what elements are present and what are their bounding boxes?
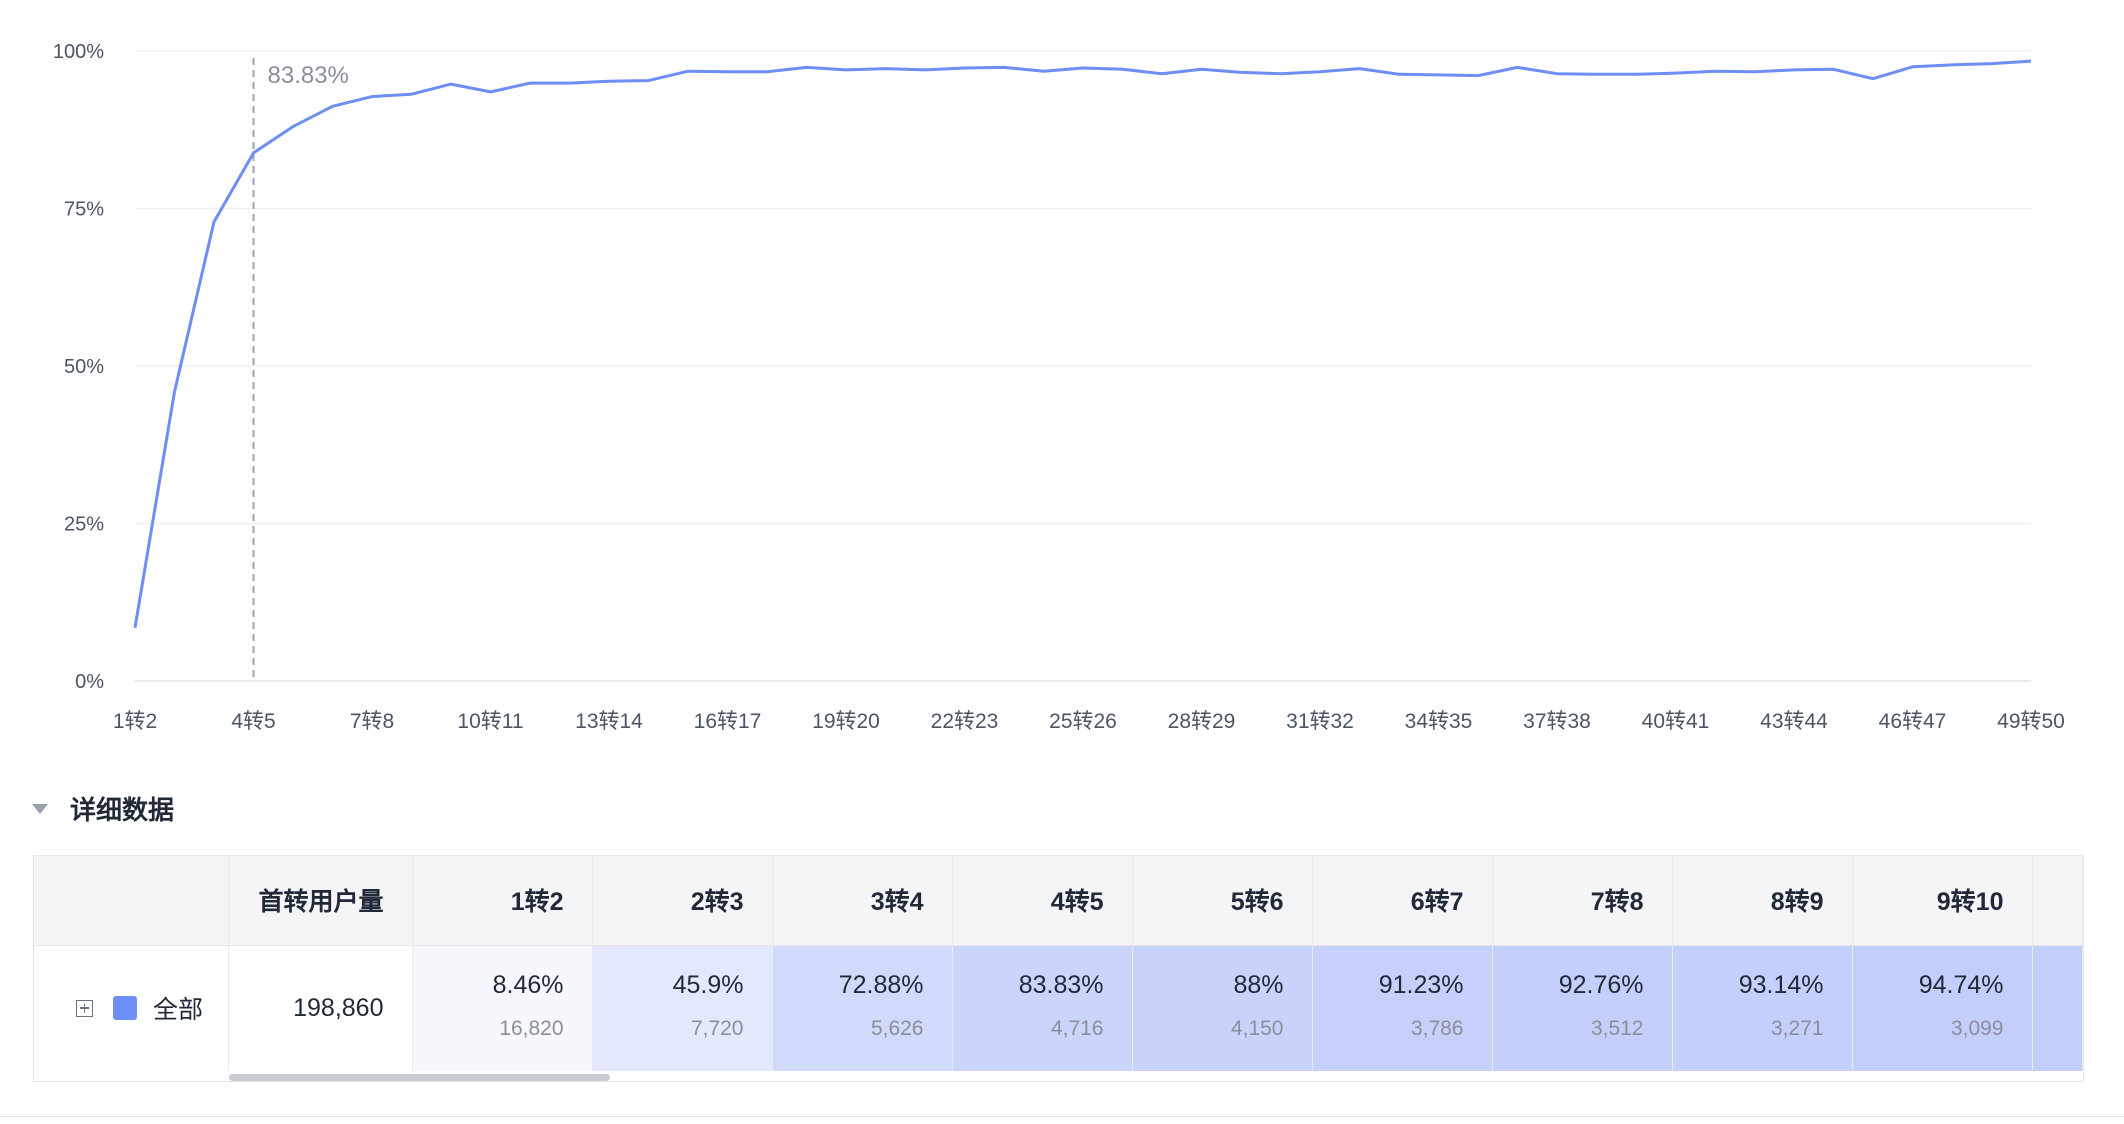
table-header-row: 首转用户量 1转2 2转3 3转4 4转5 5转6 6转7 7转8 8转9 9转… [34,856,2083,946]
header-first-users[interactable]: 首转用户量 [228,856,413,946]
rate-count: 16,820 [499,1017,564,1041]
header-overflow [2032,856,2083,946]
hover-value-label: 83.83% [268,62,349,89]
rate-cell[interactable]: 8.46% 16,820 [412,945,593,1071]
retention-line-chart: 0% 25% 50% 75% 100% 1转2 4转5 7转8 10转11 13转14 16转17… [53,41,2065,733]
header-col[interactable]: 4转5 [952,856,1133,946]
x-tick-label: 28转29 [1168,710,1236,733]
series-color-swatch [113,996,137,1021]
header-col[interactable]: 2转3 [592,856,773,946]
table-row: 全部 198,860 8.46% 16,820 45.9% 7,720 72.88%… [34,945,2083,1071]
expand-plus-icon[interactable] [76,999,93,1017]
x-tick-label: 4转5 [231,710,275,733]
header-col[interactable]: 8转9 [1672,856,1853,946]
rate-count: 3,512 [1590,1017,1644,1041]
rate-cell[interactable]: 94.74% 3,099 [1852,945,2033,1071]
header-col[interactable]: 1转2 [412,856,593,946]
x-tick-label: 46转47 [1879,710,1947,733]
x-tick-label: 49转50 [1997,710,2065,733]
x-tick-label: 19转20 [812,710,880,733]
y-tick-label: 0% [75,671,104,693]
rate-percent: 92.76% [1558,971,1644,1000]
rate-count: 3,271 [1770,1017,1824,1041]
x-tick-label: 31转32 [1286,710,1354,733]
horizontal-scrollbar-thumb[interactable] [229,1074,610,1081]
rate-cell[interactable]: 91.23% 3,786 [1312,945,1493,1071]
header-col[interactable]: 9转10 [1852,856,2033,946]
header-col[interactable]: 7转8 [1492,856,1673,946]
header-col[interactable]: 5转6 [1132,856,1313,946]
y-tick-label: 50% [64,356,104,378]
x-tick-label: 43转44 [1760,710,1828,733]
row-label: 全部 [153,996,204,1025]
detail-table-container[interactable]: 首转用户量 1转2 2转3 3转4 4转5 5转6 6转7 7转8 8转9 9转… [33,855,2084,1082]
rate-percent: 88% [1233,971,1284,1000]
rate-percent: 8.46% [492,971,564,1000]
divider [0,1116,2124,1117]
caret-down-icon [32,804,48,814]
header-col[interactable]: 3转4 [772,856,953,946]
rate-percent: 91.23% [1378,971,1464,1000]
rate-cell[interactable]: 45.9% 7,720 [592,945,773,1071]
rate-count: 7,720 [690,1017,744,1041]
rate-count: 4,716 [1050,1017,1104,1041]
x-tick-label: 16转17 [694,710,762,733]
rate-cell[interactable]: 83.83% 4,716 [952,945,1133,1071]
x-tick-label: 7转8 [350,710,394,733]
y-tick-label: 75% [64,199,104,221]
rate-cell[interactable]: 72.88% 5,626 [772,945,953,1071]
row-dimension-cell: 全部 [34,945,229,1071]
rate-percent: 72.88% [838,971,924,1000]
y-tick-label: 100% [53,41,104,63]
x-axis-ticks: 1转2 4转5 7转8 10转11 13转14 16转17 19转20 22转23 25转26 2… [113,710,2065,733]
x-tick-label: 25转26 [1049,710,1117,733]
detail-table: 首转用户量 1转2 2转3 3转4 4转5 5转6 6转7 7转8 8转9 9转… [34,856,2083,1071]
rate-percent: 45.9% [672,971,744,1000]
x-tick-label: 40转41 [1642,710,1710,733]
rate-percent: 83.83% [1018,971,1104,1000]
rate-count: 5,626 [870,1017,924,1041]
rate-cell[interactable]: 93.14% 3,271 [1672,945,1853,1071]
rate-cell-overflow [2032,945,2083,1071]
first-users-cell: 198,860 [228,945,413,1071]
rate-percent: 94.74% [1918,971,2004,1000]
rate-count: 4,150 [1230,1017,1284,1041]
detail-section-toggle[interactable]: 详细数据 [32,788,174,828]
chart-grid [135,50,2031,682]
y-tick-label: 25% [64,514,104,536]
rate-cell[interactable]: 92.76% 3,512 [1492,945,1673,1071]
rate-count: 3,099 [1950,1017,2004,1041]
section-title: 详细数据 [70,794,175,825]
x-tick-label: 1转2 [113,710,157,733]
rate-count: 3,786 [1410,1017,1464,1041]
x-tick-label: 34转35 [1405,710,1473,733]
y-axis-ticks: 0% 25% 50% 75% 100% [53,41,104,693]
x-tick-label: 37转38 [1523,710,1591,733]
series-line-全部[interactable] [133,59,2032,628]
x-tick-label: 22转23 [931,710,999,733]
rate-cell[interactable]: 88% 4,150 [1132,945,1313,1071]
x-tick-label: 13转14 [575,710,643,733]
header-dimension [34,856,229,946]
x-tick-label: 10转11 [457,710,523,733]
header-col[interactable]: 6转7 [1312,856,1493,946]
rate-percent: 93.14% [1738,971,1824,1000]
